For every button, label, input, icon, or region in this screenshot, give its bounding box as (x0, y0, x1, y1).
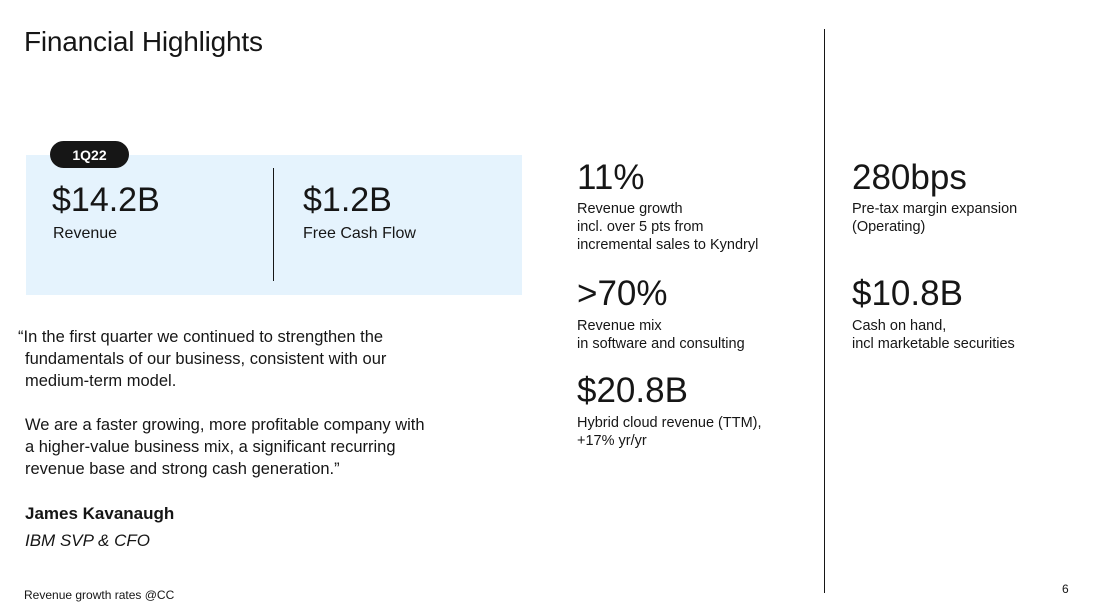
stat-desc-revenue-mix: Revenue mix in software and consulting (577, 317, 745, 353)
column-divider (824, 29, 825, 593)
stat-desc-line: in software and consulting (577, 336, 745, 352)
stat-desc-hybrid-cloud: Hybrid cloud revenue (TTM), +17% yr/yr (577, 414, 762, 450)
stat-desc-line: Revenue mix (577, 318, 662, 334)
stat-desc-line: incl. over 5 pts from (577, 219, 704, 235)
fcf-label: Free Cash Flow (303, 225, 416, 242)
quote-line: fundamentals of our business, consistent… (25, 350, 387, 368)
stat-value-hybrid-cloud: $20.8B (577, 371, 688, 410)
stat-desc-revenue-growth: Revenue growth incl. over 5 pts from inc… (577, 200, 758, 254)
revenue-label: Revenue (53, 225, 118, 242)
quote-line: revenue base and strong cash generation.… (25, 460, 340, 478)
stat-desc-cash-on-hand: Cash on hand, incl marketable securities (852, 317, 1015, 353)
quote-line: a higher-value business mix, a significa… (25, 438, 396, 456)
stat-desc-line: (Operating) (852, 219, 926, 235)
quote-author-role: IBM SVP & CFO (25, 531, 151, 550)
highlight-box (26, 155, 522, 295)
revenue-value: $14.2B (52, 181, 160, 219)
period-badge: 1Q22 (50, 141, 129, 168)
stat-value-revenue-mix: >70% (577, 274, 668, 313)
page-number: 6 (1062, 582, 1069, 596)
stat-desc-line: incremental sales to Kyndryl (577, 237, 759, 253)
quote-author: James Kavanaugh (25, 504, 175, 523)
page-title: Financial Highlights (24, 26, 263, 57)
fcf-value: $1.2B (303, 181, 392, 219)
quote-line: medium-term model. (25, 372, 177, 390)
stat-value-revenue-growth: 11% (577, 158, 645, 197)
stat-desc-line: Hybrid cloud revenue (TTM), (577, 415, 762, 431)
stat-desc-line: Cash on hand, (852, 318, 947, 334)
quote-line: “In the first quarter we continued to st… (18, 328, 384, 346)
stat-desc-line: incl marketable securities (852, 336, 1015, 352)
stat-desc-line: Revenue growth (577, 201, 683, 217)
stat-value-cash-on-hand: $10.8B (852, 274, 963, 313)
quote-line: We are a faster growing, more profitable… (25, 416, 425, 434)
stat-value-margin-expansion: 280bps (852, 158, 967, 197)
stat-desc-margin-expansion: Pre-tax margin expansion (Operating) (852, 200, 1017, 236)
box-divider (273, 168, 274, 281)
stat-desc-line: +17% yr/yr (577, 433, 647, 449)
cfo-quote: “In the first quarter we continued to st… (18, 326, 488, 480)
stat-desc-line: Pre-tax margin expansion (852, 201, 1018, 217)
footnote: Revenue growth rates @CC (24, 588, 175, 602)
